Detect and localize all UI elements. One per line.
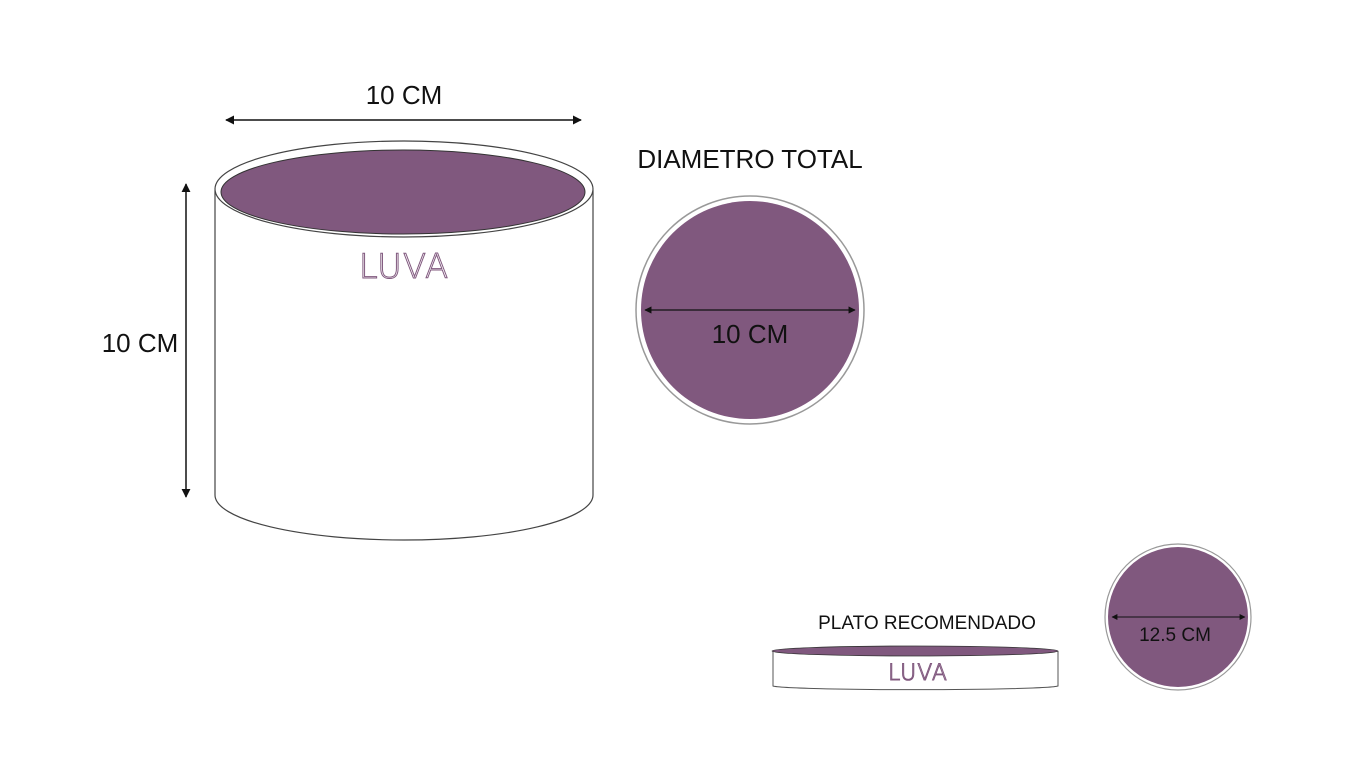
pot-opening	[220, 149, 586, 235]
plate-title: PLATO RECOMENDADO	[818, 613, 1036, 634]
plate-side-view: LUVA	[771, 645, 1059, 691]
plate-body	[772, 651, 1059, 691]
diameter-label: 10 CM	[712, 319, 789, 349]
diameter-title: DIAMETRO TOTAL	[637, 144, 862, 174]
pot-cylinder: LUVA	[214, 140, 594, 541]
plate-diameter-label: 12.5 CM	[1139, 625, 1211, 646]
plate-luva-logo: LUVA	[888, 661, 948, 686]
plate-top	[771, 645, 1059, 657]
pot-body	[214, 190, 594, 541]
luva-logo: LUVA	[359, 247, 449, 287]
width-label: 10 CM	[366, 80, 443, 110]
height-label: 10 CM	[102, 328, 179, 358]
